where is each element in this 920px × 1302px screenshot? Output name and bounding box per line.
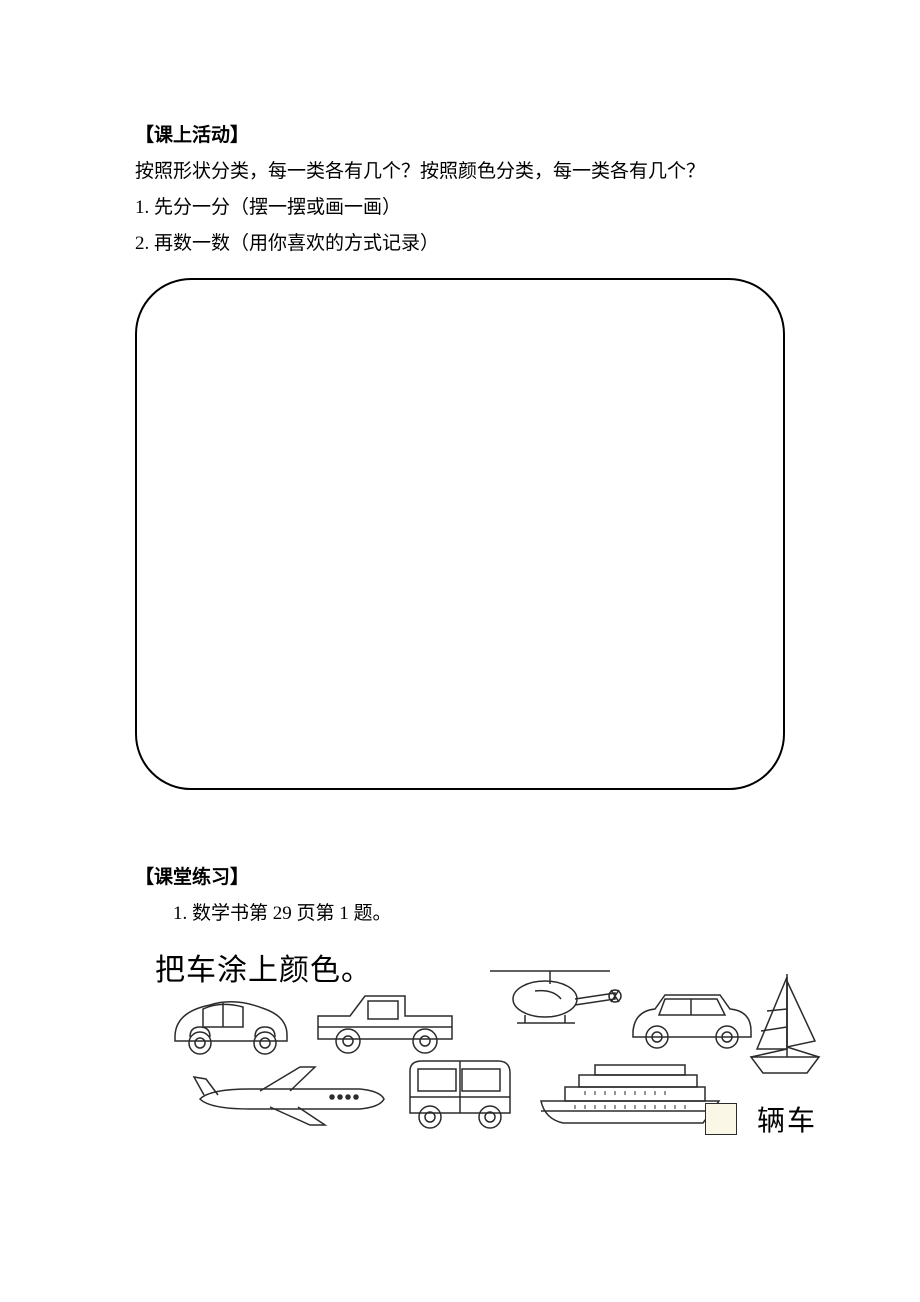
legend-swatch xyxy=(705,1103,737,1135)
van-icon xyxy=(400,1051,520,1136)
section1-step2: 2. 再数一数（用你喜欢的方式记录） xyxy=(135,226,790,262)
section2-question: 1. 数学书第 29 页第 1 题。 xyxy=(135,896,790,932)
legend-label: 辆车 xyxy=(757,1099,817,1139)
section1-heading: 【课上活动】 xyxy=(135,118,790,154)
answer-box xyxy=(135,278,785,790)
helicopter-icon xyxy=(475,959,625,1034)
section1-prompt: 按照形状分类，每一类各有几个？按照颜色分类，每一类各有几个？ xyxy=(135,154,790,190)
vehicles-figure: 把车涂上颜色。 xyxy=(135,939,815,1149)
pickup-truck-icon xyxy=(310,981,460,1061)
section1-step1: 1. 先分一分（摆一摆或画一画） xyxy=(135,190,790,226)
airplane-icon xyxy=(190,1059,390,1129)
car-beetle-icon xyxy=(165,987,295,1057)
section2-heading: 【课堂练习】 xyxy=(135,860,790,896)
cruise-ship-icon xyxy=(535,1061,725,1131)
sedan-icon xyxy=(625,981,760,1053)
sailboat-icon xyxy=(745,969,825,1079)
